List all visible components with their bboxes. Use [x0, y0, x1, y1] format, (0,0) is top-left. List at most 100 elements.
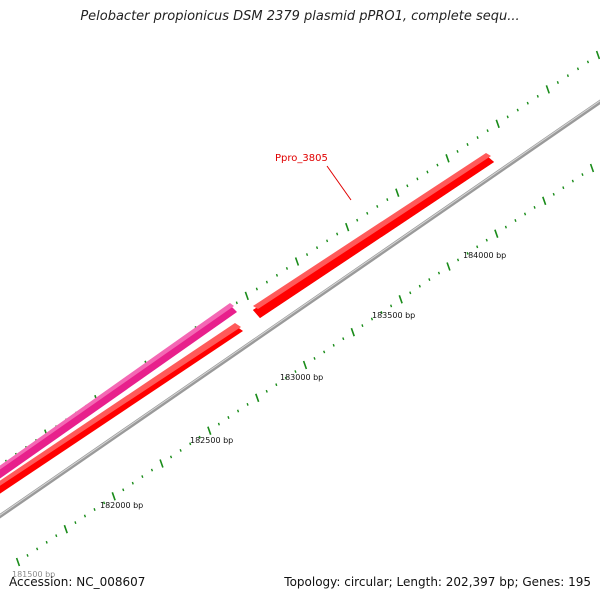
outer-tick	[586, 60, 590, 64]
inner-tick	[446, 262, 451, 271]
inner-tick	[141, 475, 144, 479]
position-label-184000: 184000 bp	[463, 251, 506, 260]
outer-tick	[556, 81, 559, 84]
outer-tick	[244, 291, 249, 301]
outer-tick	[426, 170, 429, 174]
gene-ppro-3805-body	[253, 156, 494, 318]
inner-tick	[284, 376, 287, 380]
outer-tick	[285, 266, 289, 270]
gene-ppro-3805[interactable]	[253, 153, 494, 318]
accession-text: Accession: NC_008607	[9, 575, 146, 589]
outer-tick	[466, 143, 469, 146]
outer-tick	[395, 188, 400, 197]
inner-tick	[552, 192, 555, 196]
genome-backbone-highlight	[0, 100, 600, 516]
inner-tick	[323, 350, 326, 354]
inner-tick	[15, 557, 21, 567]
inner-tick	[265, 389, 268, 393]
inner-tick	[542, 196, 547, 206]
gene-pink-top	[0, 303, 234, 470]
inner-tick	[36, 547, 39, 551]
inner-tick	[398, 295, 403, 304]
outer-tick	[386, 198, 389, 202]
inner-tick	[111, 492, 116, 501]
gene-label-ppro-3805[interactable]: Ppro_3805	[275, 153, 328, 164]
gene-pink[interactable]	[0, 303, 237, 482]
inner-tick	[294, 370, 297, 374]
outer-tick	[516, 108, 519, 112]
inner-tick	[198, 435, 201, 439]
topology-summary-text: Topology: circular; Length: 202,397 bp; …	[284, 575, 591, 589]
outer-tick	[366, 211, 369, 215]
outer-tick	[486, 129, 489, 133]
inner-tick	[150, 468, 154, 472]
inner-tick	[169, 455, 173, 459]
outer-tick	[566, 74, 569, 78]
inner-tick	[504, 225, 507, 229]
outer-tick	[255, 287, 258, 291]
inner-tick	[313, 356, 316, 360]
position-label-181500: 181500 bp	[12, 570, 55, 579]
inner-tick	[45, 540, 48, 544]
outer-tick	[545, 85, 550, 94]
outer-tick	[305, 253, 309, 257]
outer-tick	[526, 101, 529, 105]
inner-tick	[485, 238, 488, 242]
inner-tick	[342, 337, 345, 341]
inner-tick	[361, 324, 364, 328]
inner-tick	[159, 459, 164, 468]
inner-tick	[275, 383, 278, 387]
inner-tick	[207, 426, 212, 435]
inner-tick	[589, 163, 595, 173]
inner-tick	[55, 534, 58, 538]
inner-tick	[476, 245, 479, 249]
outer-tick	[476, 136, 479, 140]
outer-tick	[326, 239, 329, 243]
inner-tick	[466, 251, 469, 255]
inner-tick	[74, 521, 77, 525]
outer-tick	[275, 273, 279, 277]
inner-tick	[428, 278, 431, 282]
outer-tick	[235, 301, 238, 305]
inner-tick	[217, 422, 220, 426]
outer-tick	[315, 246, 319, 250]
position-label-183000: 183000 bp	[280, 373, 323, 382]
inner-tick	[63, 524, 68, 534]
gene-red-lower[interactable]	[0, 323, 243, 497]
inner-tick	[437, 271, 441, 275]
inner-tick	[380, 311, 383, 314]
genome-backbone	[0, 99, 600, 519]
outer-tick	[406, 184, 409, 188]
inner-tick	[581, 173, 584, 177]
inner-tick	[370, 317, 374, 321]
inner-tick	[122, 488, 125, 492]
inner-tick	[246, 402, 249, 406]
position-label-182500: 182500 bp	[190, 436, 233, 445]
inner-tick	[533, 205, 536, 209]
position-label-182000: 182000 bp	[100, 501, 143, 510]
outer-tick	[345, 222, 350, 232]
inner-tick	[418, 284, 421, 288]
outer-tick	[436, 163, 439, 167]
gene-red-lower-top	[0, 323, 241, 486]
inner-tick	[26, 553, 29, 557]
inner-tick	[131, 481, 134, 485]
outer-tick	[576, 67, 580, 71]
outer-tick	[336, 232, 339, 236]
inner-tick	[302, 360, 308, 370]
gene-red-lower-body	[0, 326, 243, 494]
inner-tick	[390, 304, 393, 308]
outer-tick	[456, 149, 459, 153]
map-title: Pelobacter propionicus DSM 2379 plasmid …	[80, 9, 520, 24]
inner-tick	[350, 327, 355, 337]
inner-tick	[523, 212, 527, 216]
inner-tick	[514, 219, 517, 222]
inner-tick	[189, 442, 192, 446]
inner-tick	[83, 514, 87, 518]
inner-tick	[409, 291, 412, 295]
inner-tick	[494, 229, 499, 238]
inner-tick	[571, 179, 574, 183]
inner-tick	[236, 409, 240, 413]
outer-tick	[294, 257, 300, 266]
